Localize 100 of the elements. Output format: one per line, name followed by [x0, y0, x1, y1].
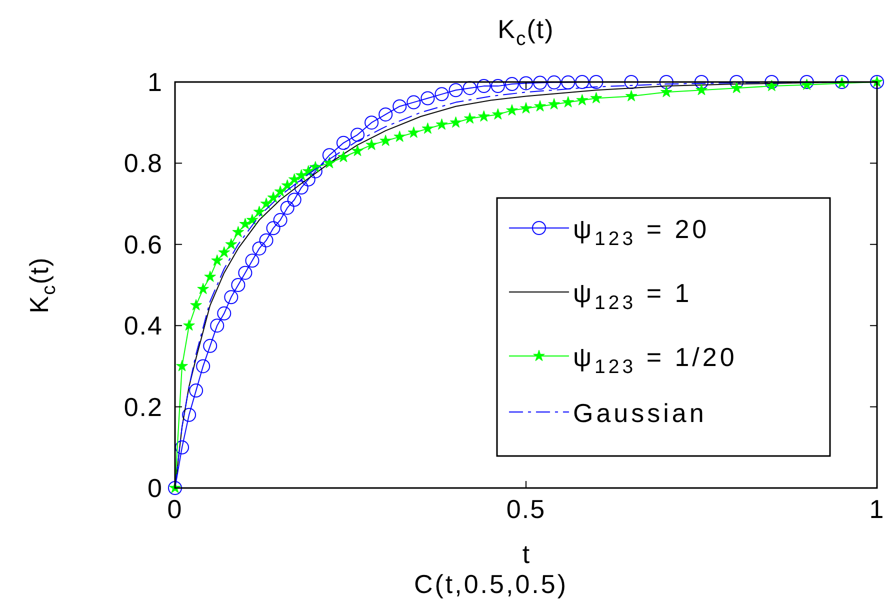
point [800, 78, 813, 90]
point [238, 266, 252, 280]
y-tick-label: 0.6 [124, 229, 163, 260]
point [322, 148, 336, 162]
point [211, 254, 224, 266]
point [548, 98, 560, 110]
point [294, 180, 308, 195]
point [246, 214, 258, 226]
point [408, 126, 420, 138]
point [450, 116, 462, 128]
point [764, 75, 779, 89]
point [274, 185, 286, 197]
legend-label: Gaussian [573, 398, 707, 428]
point [260, 198, 272, 209]
point [378, 107, 393, 122]
point [575, 75, 590, 89]
y-tick-label: 0.8 [124, 148, 163, 178]
point [506, 104, 518, 116]
point [245, 254, 260, 268]
point [434, 87, 449, 102]
point [504, 77, 519, 92]
point [182, 408, 196, 422]
point [259, 233, 274, 248]
point [492, 108, 504, 120]
point [659, 75, 674, 89]
y-tick-label: 0.4 [124, 310, 163, 341]
y-tick-label: 1 [148, 67, 163, 97]
legend-label: ψ$_{123}$ = 1/20 [573, 342, 738, 378]
point [338, 150, 350, 162]
point [224, 290, 238, 304]
point [490, 79, 505, 94]
point [766, 80, 778, 92]
point [267, 191, 280, 203]
point [448, 83, 463, 98]
point [406, 95, 421, 110]
point [476, 79, 491, 94]
x-tick-label: 0 [167, 494, 183, 524]
legend-label: ψ$_{123}$ = 1 [573, 278, 692, 314]
point [561, 75, 576, 90]
point [266, 221, 280, 236]
point [295, 169, 308, 180]
point [394, 130, 406, 142]
point [576, 94, 588, 106]
point [232, 226, 244, 238]
point [287, 192, 302, 207]
point [730, 75, 744, 89]
point [589, 75, 604, 89]
point [350, 128, 365, 142]
point [302, 165, 314, 176]
point [422, 122, 434, 134]
point [352, 144, 364, 156]
point [288, 173, 300, 185]
point [519, 76, 533, 90]
point [301, 172, 316, 186]
x-tick-label: 0.5 [506, 494, 546, 524]
point [217, 306, 232, 320]
point [694, 75, 708, 89]
legend-label: ψ$_{123}$ = 20 [573, 214, 710, 250]
point [324, 156, 336, 168]
point [730, 82, 743, 94]
point [660, 86, 672, 98]
point [204, 270, 216, 282]
point [308, 164, 322, 178]
point [547, 75, 562, 90]
point [366, 138, 378, 150]
point [464, 112, 476, 124]
point [189, 384, 204, 398]
point [462, 81, 477, 96]
point [534, 100, 546, 112]
y-tick-label: 0 [148, 473, 163, 503]
point [590, 92, 602, 104]
point [218, 246, 230, 258]
point [625, 90, 638, 102]
point [176, 360, 188, 372]
point [225, 238, 238, 250]
point [380, 134, 392, 146]
point [190, 299, 202, 310]
point [252, 241, 266, 256]
point [478, 110, 490, 122]
x-axis-title: t [522, 539, 530, 569]
chart-title: K$_{c}$(t) [498, 14, 554, 50]
point [336, 136, 350, 150]
point [392, 99, 407, 114]
point [231, 278, 246, 292]
point [183, 319, 195, 331]
point [624, 75, 638, 89]
point [273, 213, 288, 228]
point [533, 76, 548, 90]
point [696, 84, 708, 96]
point [520, 102, 532, 114]
point [253, 206, 266, 217]
point [281, 179, 294, 191]
text: C(t,0.5,0.5) [414, 569, 568, 599]
point [196, 359, 210, 374]
point [210, 318, 224, 333]
point [239, 218, 252, 230]
point [203, 338, 218, 353]
point [364, 116, 379, 130]
y-tick-label: 0.2 [124, 392, 163, 422]
x-tick-label: 1 [869, 494, 885, 524]
